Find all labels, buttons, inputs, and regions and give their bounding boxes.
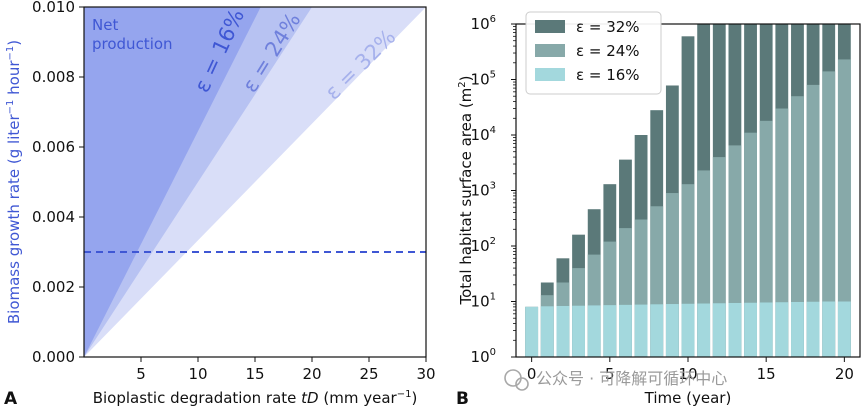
wedge-16 — [84, 7, 261, 357]
watermark: 公众号 · 可降解可循环中心 — [504, 369, 727, 391]
bar-16-year-6 — [619, 304, 632, 357]
bar-16-year-5 — [603, 305, 617, 357]
panel-a-plot-area — [84, 7, 426, 357]
panel-b-bars — [525, 24, 851, 358]
x-tick-label: 5 — [136, 365, 146, 383]
bar-16-year-17 — [791, 301, 804, 357]
bar-16-year-18 — [806, 301, 820, 357]
bar-16-year-7 — [634, 304, 648, 357]
x-tick-label: 10 — [678, 365, 697, 383]
y-tick-label: 0.004 — [32, 208, 75, 226]
y-tick-label: 101 — [471, 292, 496, 311]
panel-b-letter: B — [456, 389, 469, 409]
legend-label: ε = 16% — [576, 66, 640, 84]
panel-a-ticks: 5 10 15 20 25 30 0.000 0.002 0.004 0.006 0.008 0.01… — [32, 0, 436, 383]
y-tick-label: 102 — [471, 236, 496, 255]
y-tick-label: 0.008 — [32, 68, 75, 86]
x-tick-label: 15 — [757, 365, 776, 383]
panel-a-region-label-net: Net — [92, 16, 118, 34]
legend-swatch — [535, 68, 565, 81]
panel-a-x-axis-label: Bioplastic degradation rate tD (mm year−… — [93, 389, 418, 407]
bar-16-year-11 — [697, 303, 711, 357]
watermark-text: 公众号 · 可降解可循环中心 — [536, 369, 727, 388]
legend-label: ε = 24% — [576, 42, 640, 60]
panel-b-y-axis-label: Total habitat surface area (m2) — [457, 75, 475, 305]
x-tick-label: 0 — [527, 365, 537, 383]
x-tick-label: 25 — [359, 365, 378, 383]
bar-16-year-0 — [525, 306, 539, 357]
bar-16-year-8 — [650, 304, 664, 357]
x-tick-label: 30 — [416, 365, 435, 383]
legend-swatch — [535, 20, 565, 33]
legend-label: ε = 32% — [576, 18, 640, 36]
panel-a-y-axis-label: Biomass growth rate (g liter−1 hour−1) — [5, 40, 23, 324]
wechat-icon — [504, 369, 522, 387]
x-tick-label: 20 — [302, 365, 321, 383]
panel-a-region-label-production: production — [92, 35, 173, 53]
wechat-icon-bubble — [515, 377, 529, 391]
y-tick-label: 104 — [471, 125, 496, 144]
legend-swatch — [535, 44, 565, 57]
bar-16-year-10 — [681, 303, 695, 357]
y-tick-label: 105 — [471, 70, 496, 89]
x-tick-label: 10 — [188, 365, 207, 383]
bar-16-year-12 — [712, 303, 726, 357]
y-tick-label: 100 — [471, 347, 496, 366]
bar-16-year-9 — [665, 304, 679, 357]
bar-24-year-14 — [744, 132, 757, 357]
bar-16-year-2 — [556, 305, 570, 357]
bar-16-year-16 — [775, 302, 789, 357]
y-tick-label: 0.000 — [32, 348, 75, 366]
bar-16-year-20 — [837, 301, 851, 357]
panel-b-ticks: 0 5 10 15 20 100 101 102 103 104 105 106 — [471, 14, 854, 383]
y-tick-label: 0.010 — [32, 0, 75, 16]
y-tick-label: 0.002 — [32, 278, 75, 296]
x-tick-label: 20 — [835, 365, 854, 383]
panel-b-x-axis-label: Time (year) — [644, 389, 732, 407]
bar-16-year-13 — [728, 302, 742, 357]
legend-items: ε = 32% ε = 24% ε = 16% — [535, 18, 640, 84]
y-tick-label: 103 — [471, 181, 496, 200]
bar-16-year-3 — [572, 305, 585, 357]
x-tick-label: 5 — [605, 365, 615, 383]
bar-24-year-16 — [775, 108, 789, 357]
bar-16-year-4 — [587, 305, 601, 357]
panel-a-letter: A — [4, 389, 18, 409]
bar-16-year-1 — [540, 306, 554, 357]
bar-24-year-19 — [822, 71, 836, 357]
bar-24-year-15 — [759, 120, 773, 358]
bar-24-year-17 — [791, 96, 804, 358]
bar-16-year-14 — [744, 302, 757, 357]
bar-24-year-20 — [837, 59, 851, 358]
y-tick-label: 0.006 — [32, 138, 75, 156]
panel-a-chart: 5 10 15 20 25 30 0.000 0.002 0.004 0.006 0.008 0.01… — [4, 0, 436, 409]
panel-b-legend: ε = 32% ε = 24% ε = 16% — [525, 11, 662, 95]
bar-16-year-19 — [822, 301, 836, 357]
bar-24-year-18 — [806, 84, 820, 357]
y-tick-label: 106 — [471, 14, 496, 33]
bar-16-year-15 — [759, 302, 773, 357]
x-tick-label: 15 — [245, 365, 264, 383]
